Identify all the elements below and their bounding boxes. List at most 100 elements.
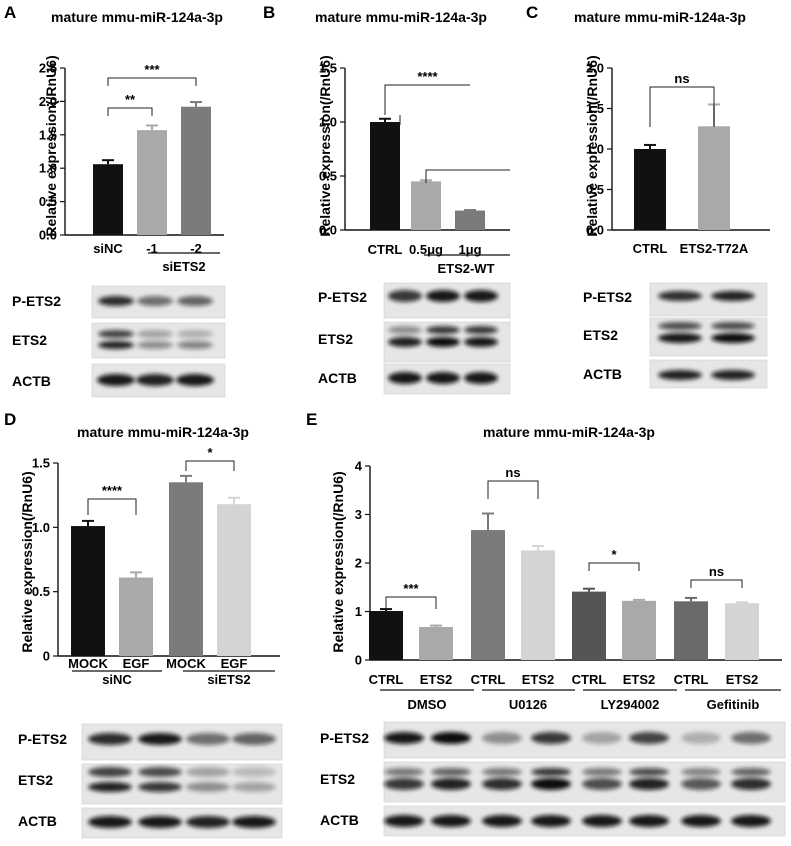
blot-band (658, 370, 702, 380)
y-tick-label: 1.5 (32, 456, 50, 471)
blot-row (383, 721, 786, 759)
blot-band (711, 291, 755, 301)
blot-band (658, 291, 702, 301)
blot-band (629, 768, 669, 776)
blot-band (388, 372, 422, 384)
category-label: EGF (221, 656, 248, 671)
panel-e-group-label-3: LY294002 (601, 697, 660, 712)
blot-band (177, 341, 213, 349)
y-tick-label: 1.0 (586, 142, 604, 157)
panel-a-ylabel: Relative expression(/RnU6) (43, 55, 59, 236)
y-tick-label: 0.0 (586, 223, 604, 238)
panel-e-ylabel: Relative expression(/RnU6) (330, 471, 346, 652)
blot-row (649, 282, 768, 317)
y-tick-label: 0.5 (319, 169, 337, 184)
blot-band (629, 732, 669, 744)
panel-e-blot-label-2: ETS2 (320, 771, 355, 787)
panel-e-significance: *** ns * ns (385, 465, 743, 609)
panel-e-group-label-4: Gefitinib (707, 697, 760, 712)
blot-row (383, 805, 786, 837)
blot-band (681, 778, 721, 790)
blot-band (137, 296, 173, 306)
panel-a-bars (93, 101, 211, 235)
category-label: ETS2 (522, 672, 555, 687)
significance-bracket (107, 107, 153, 116)
blot-band (388, 290, 422, 302)
category-label: MOCK (166, 656, 206, 671)
blot-row (649, 317, 768, 357)
panel-e-group-label-2: U0126 (509, 697, 547, 712)
panel-c-blot-label-3: ACTB (583, 366, 622, 382)
blot-band (138, 733, 182, 745)
panel-e-blot-images (383, 721, 786, 837)
panel-b-blot-label-3: ACTB (318, 370, 357, 386)
y-tick-label: 1.5 (586, 101, 604, 116)
panel-label-a: A (4, 3, 16, 22)
y-tick-label: 1.0 (32, 520, 50, 535)
blot-band (711, 333, 755, 343)
panel-b-blot-label-2: ETS2 (318, 331, 353, 347)
blot-band (88, 782, 132, 792)
panel-a-chart: mature mmu-miR-124a-3p Relative expressi… (39, 9, 224, 274)
blot-band (98, 341, 134, 349)
blot-band (176, 374, 214, 386)
panel-b-categories: CTRL 0.5μg 1μg (368, 242, 482, 257)
blot-band (482, 778, 522, 790)
significance-label: *** (144, 62, 160, 77)
blot-band (431, 732, 471, 744)
significance-bracket (649, 86, 715, 127)
panel-b-bars (370, 117, 485, 230)
panel-d-group-label-2: siETS2 (207, 672, 250, 687)
category-label: CTRL (369, 672, 404, 687)
blot-band (98, 330, 134, 338)
blot-band (232, 816, 276, 828)
y-tick-label: 0.5 (32, 584, 50, 599)
significance-bracket (690, 579, 743, 588)
panel-c-bars (634, 103, 730, 230)
blot-band (426, 337, 460, 347)
bar (725, 603, 759, 660)
blot-band (186, 767, 230, 777)
bar (572, 591, 606, 660)
blot-band (388, 337, 422, 347)
blot-band (138, 767, 182, 777)
category-label: CTRL (674, 672, 709, 687)
category-label: CTRL (471, 672, 506, 687)
blot-band (464, 290, 498, 302)
blot-band (384, 768, 424, 776)
panel-b-chart: mature mmu-miR-124a-3p Relative expressi… (315, 9, 510, 276)
bar (181, 106, 211, 235)
blot-band (426, 372, 460, 384)
panel-c-significance: ns (649, 71, 715, 127)
y-tick-label: 1.0 (39, 161, 57, 176)
significance-subbracket (425, 169, 510, 183)
category-label: CTRL (368, 242, 403, 257)
bar (455, 210, 485, 230)
significance-label: * (611, 547, 617, 562)
panel-d-title: mature mmu-miR-124a-3p (77, 424, 249, 440)
blot-band (137, 330, 173, 338)
panel-d-blot-label-3: ACTB (18, 813, 57, 829)
blot-band (531, 778, 571, 790)
bar (169, 482, 203, 656)
blot-band (711, 322, 755, 330)
blot-band (431, 778, 471, 790)
blot-band (531, 768, 571, 776)
blot-row (649, 359, 768, 389)
blot-band (98, 296, 134, 306)
blot-row (383, 761, 786, 803)
blot-band (88, 733, 132, 745)
bar (370, 122, 400, 230)
panel-a-blot-label-1: P-ETS2 (12, 293, 61, 309)
blot-row (91, 363, 226, 398)
blot-band (138, 782, 182, 792)
blot-band (137, 341, 173, 349)
category-label: -2 (190, 241, 202, 256)
significance-label: * (207, 445, 213, 460)
blot-band (629, 778, 669, 790)
category-label: CTRL (572, 672, 607, 687)
blot-band (582, 732, 622, 744)
blot-row (91, 322, 226, 359)
significance-bracket (487, 480, 539, 499)
category-label: CTRL (633, 241, 668, 256)
